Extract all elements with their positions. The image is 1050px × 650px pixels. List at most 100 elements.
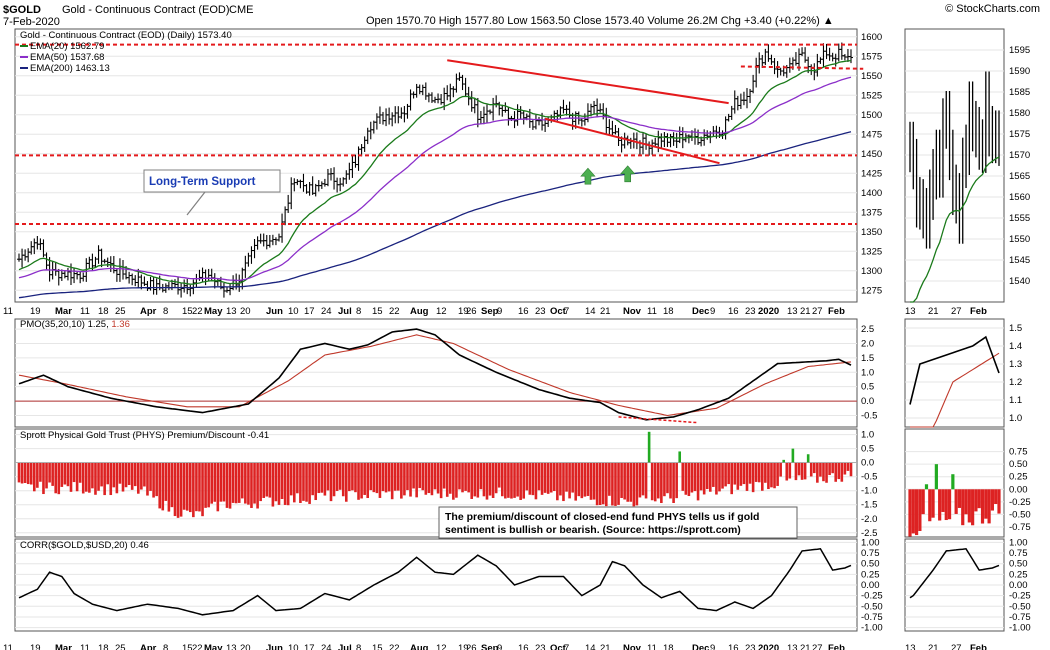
phys-bar (106, 462, 110, 485)
x-axis-label: 16 (518, 306, 529, 317)
phys-bar (72, 462, 76, 483)
phys-bar (54, 462, 58, 494)
phys-bar (375, 462, 379, 494)
phys-bar (354, 462, 357, 493)
legend-pmo: PMO(35,20,10) 1.25, 1.36 (20, 319, 130, 330)
phys-y-tick: -0.5 (861, 472, 877, 483)
phys-bar (816, 462, 819, 483)
phys-bar (308, 462, 311, 504)
phys-y-tick: -1.0 (861, 486, 877, 497)
x-axis-label: 21 (800, 306, 811, 317)
phys-bar (20, 462, 24, 484)
x-axis-label: May (204, 306, 223, 317)
phys-bar (317, 462, 321, 494)
phys-bar (525, 462, 529, 491)
side-phys-bar (924, 484, 929, 490)
phys-bar (198, 462, 201, 512)
phys-bar (678, 451, 682, 463)
side-phys-bar (967, 489, 971, 523)
x-axis-label: Feb (828, 306, 845, 317)
side-phys-bar (941, 489, 945, 512)
phys-bar (286, 462, 290, 506)
side-phys-bar (954, 489, 958, 514)
phys-bar (592, 462, 596, 500)
phys-bar (497, 462, 501, 488)
phys-bar (834, 462, 838, 482)
phys-bar (556, 462, 559, 501)
phys-bar (779, 462, 782, 477)
phys-bar (629, 462, 633, 502)
phys-bar (351, 462, 354, 491)
phys-bar (253, 462, 256, 504)
pmo-line (18, 328, 852, 421)
x-axis-label: 10 (288, 643, 299, 650)
phys-bar (265, 462, 269, 497)
side-panel-frame-0 (904, 28, 1005, 303)
phys-bar (565, 462, 568, 492)
corr-y-tick: 0.50 (861, 559, 880, 570)
phys-bar (574, 462, 578, 501)
phys-bar (369, 462, 373, 491)
phys-bar (400, 462, 403, 499)
side-x-axis-label: 21 (928, 643, 939, 650)
x-axis-label: 21 (600, 643, 611, 650)
side-phys-tick: 0.00 (1009, 484, 1028, 495)
side-corr-tick: -0.25 (1009, 591, 1031, 602)
phys-bar (188, 462, 192, 513)
phys-bar (115, 462, 119, 494)
phys-bar (672, 462, 675, 504)
phys-bar (124, 462, 128, 488)
phys-bar (280, 462, 284, 500)
phys-bar (736, 462, 740, 490)
phys-bar (767, 462, 770, 490)
phys-bar (210, 462, 214, 504)
phys-bar (586, 462, 590, 496)
side-x-axis-label: 13 (905, 643, 916, 650)
phys-bar (846, 462, 850, 471)
chart-date: 7-Feb-2020 (3, 16, 60, 28)
phys-bar (167, 462, 171, 512)
phys-bar (179, 462, 183, 517)
phys-bar (510, 462, 513, 499)
phys-bar (136, 462, 140, 494)
phys-bar (63, 462, 67, 485)
x-axis-label: 21 (600, 306, 611, 317)
legend-pmo-value: PMO(35,20,10) 1.25, (20, 319, 111, 330)
x-axis-label: 22 (389, 643, 400, 650)
support-pointer (186, 191, 206, 216)
phys-bar (788, 462, 792, 479)
phys-bar (822, 462, 825, 482)
phys-bar (45, 462, 48, 489)
phys-bar (158, 462, 162, 509)
phys-bar (522, 462, 526, 499)
phys-bar (292, 462, 296, 503)
pmo-y-tick: 2.5 (861, 324, 874, 335)
phys-bar (452, 462, 455, 500)
phys-y-tick: -2.5 (861, 528, 877, 539)
phys-bar (611, 462, 614, 506)
ema50-line (18, 76, 852, 282)
x-axis-label: 9 (497, 643, 502, 650)
side-phys-bar (980, 489, 985, 524)
phys-bar (75, 462, 79, 492)
price-y-tick: 1475 (861, 129, 882, 140)
legend-phys: Sprott Physical Gold Trust (PHYS) Premiu… (20, 430, 269, 441)
price-y-tick: 1300 (861, 266, 882, 277)
phys-bar (491, 462, 495, 499)
phys-bar (222, 462, 226, 502)
x-axis-label: 19 (458, 306, 469, 317)
side-phys-bar (908, 489, 912, 537)
price-y-tick: 1400 (861, 188, 882, 199)
phys-bar (277, 462, 281, 505)
side-corr-tick: -1.00 (1009, 623, 1031, 634)
side-phys-bar (911, 489, 915, 534)
phys-bar (32, 462, 36, 492)
corr-y-tick: -0.50 (861, 601, 883, 612)
x-axis-label: 25 (115, 306, 126, 317)
phys-bar (748, 462, 752, 484)
side-phys-bar (961, 489, 965, 526)
x-axis-label: Sep (481, 643, 499, 650)
x-axis-label: 8 (163, 306, 168, 317)
x-axis-label: 2020 (758, 306, 779, 317)
x-axis-label: 15 (372, 643, 383, 650)
